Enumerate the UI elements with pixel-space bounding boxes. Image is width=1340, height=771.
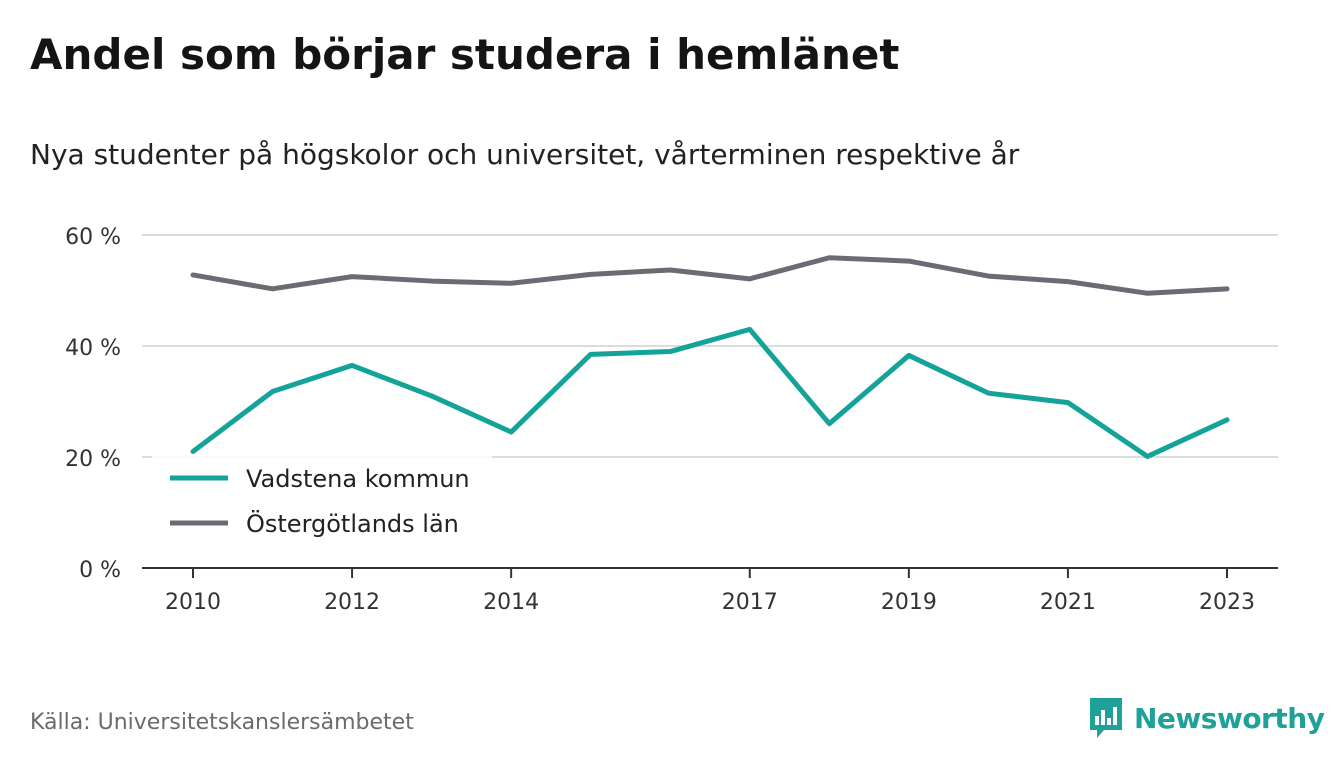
y-tick-label: 60 %: [65, 225, 121, 250]
x-tick-label: 2014: [483, 590, 539, 615]
newsworthy-logo-text: Newsworthy: [1134, 701, 1325, 735]
legend-label: Östergötlands län: [246, 509, 459, 538]
newsworthy-logo-icon: [1090, 698, 1122, 738]
chart-subtitle: Nya studenter på högskolor och universit…: [30, 138, 1020, 171]
x-tick-label: 2012: [324, 590, 380, 615]
x-tick-label: 2023: [1199, 590, 1255, 615]
series-line-ostergotland: [190, 255, 1230, 296]
newsworthy-logo: Newsworthy: [1088, 696, 1325, 740]
chart-title: Andel som börjar studera i hemlänet: [30, 30, 900, 79]
source-note: Källa: Universitetskanslersämbetet: [30, 710, 414, 735]
legend-background: [152, 455, 492, 551]
x-tick-label: 2017: [722, 590, 778, 615]
x-tick-label: 2019: [881, 590, 937, 615]
y-tick-label: 0 %: [79, 558, 121, 583]
series-line-vadstena: [190, 326, 1230, 459]
legend-label: Vadstena kommun: [246, 465, 470, 493]
x-tick-label: 2010: [165, 590, 221, 615]
y-tick-label: 20 %: [65, 447, 121, 472]
x-tick-label: 2021: [1040, 590, 1096, 615]
y-tick-label: 40 %: [65, 336, 121, 361]
